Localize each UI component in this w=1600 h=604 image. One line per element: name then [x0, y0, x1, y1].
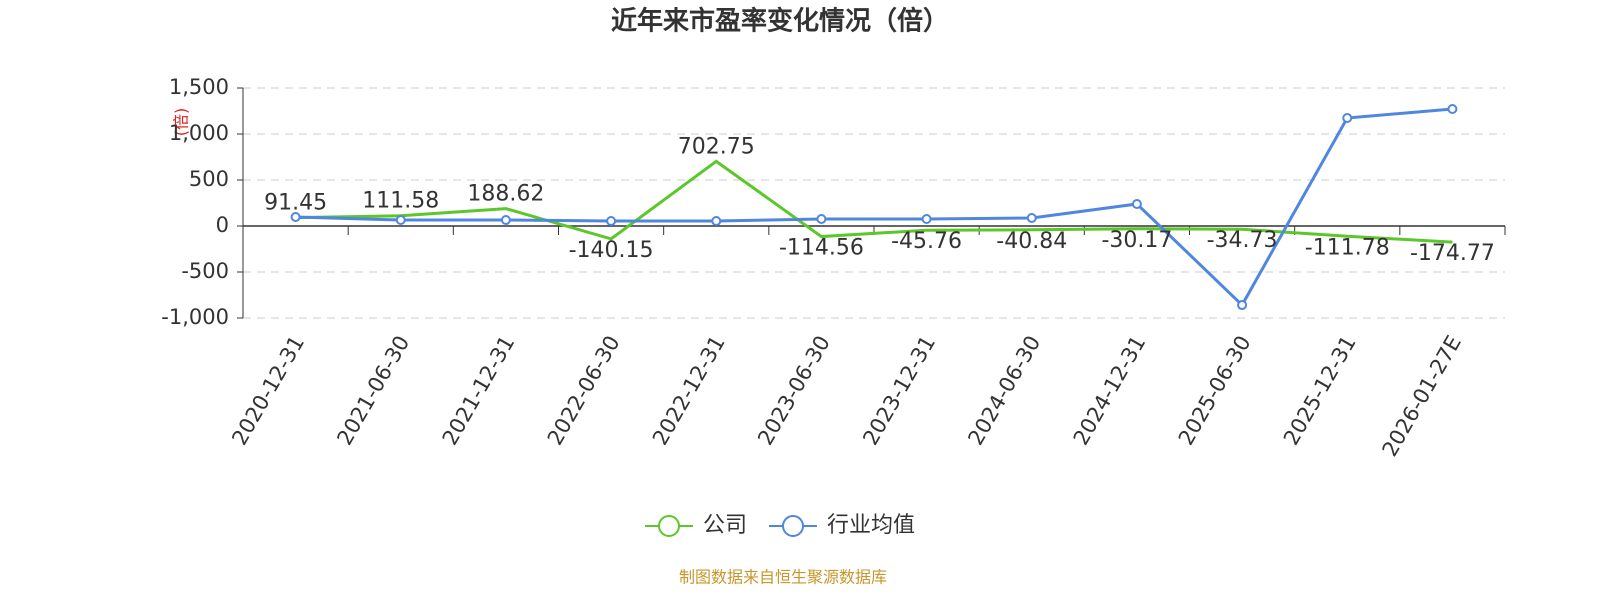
x-tick-label: 2022-12-31 [648, 332, 730, 450]
y-tick-label: 1,000 [169, 121, 229, 145]
point-marker [1131, 199, 1142, 210]
data-label: 111.58 [362, 189, 439, 214]
x-tick-label: 2026-01-27E [1378, 332, 1466, 461]
data-label: 91.45 [264, 191, 327, 216]
point-marker [711, 216, 722, 227]
y-tick-label: 500 [189, 167, 229, 191]
x-tick-label: 2023-12-31 [858, 332, 940, 450]
series-line [295, 107, 1453, 308]
legend-label: 行业均值 [827, 513, 915, 538]
point-marker [1026, 212, 1037, 223]
legend-marker [782, 515, 805, 537]
y-tick-label: 0 [216, 213, 229, 237]
data-label: -174.77 [1410, 241, 1495, 266]
series-line [295, 159, 1453, 244]
data-label: -34.73 [1207, 228, 1278, 253]
x-tick-label: 2024-12-31 [1069, 332, 1151, 450]
data-label: -30.17 [1101, 228, 1172, 253]
point-marker [1237, 300, 1248, 311]
point-marker [816, 214, 827, 225]
point-marker [606, 216, 617, 227]
data-label: -45.76 [891, 229, 962, 254]
data-label: -140.15 [569, 238, 654, 263]
point-marker [1342, 112, 1353, 123]
x-tick-label: 2025-06-30 [1174, 332, 1256, 450]
point-marker [395, 215, 406, 226]
data-label: -40.84 [996, 229, 1067, 254]
point-marker [290, 211, 301, 222]
y-tick-label: -1,000 [161, 305, 229, 329]
x-tick-label: 2021-06-30 [332, 332, 414, 450]
legend-label: 公司 [703, 513, 747, 538]
y-tick-label: -500 [181, 259, 229, 283]
data-label: 702.75 [678, 134, 755, 159]
data-label: -114.56 [779, 236, 864, 261]
x-tick-label: 2022-06-30 [543, 332, 625, 450]
x-tick-label: 2020-12-31 [227, 332, 309, 450]
data-label: 188.62 [467, 182, 544, 207]
y-axis-label: (倍) [172, 108, 191, 137]
y-tick-label: 1,500 [169, 75, 229, 99]
x-tick-label: 2021-12-31 [438, 332, 520, 450]
x-tick-label: 2025-12-31 [1279, 332, 1361, 450]
x-tick-label: 2024-06-30 [963, 332, 1045, 450]
point-marker [1447, 103, 1458, 114]
point-marker [921, 214, 932, 225]
x-tick-label: 2023-06-30 [753, 332, 835, 450]
legend-marker [658, 515, 680, 537]
source-note: 制图数据来自恒生聚源数据库 [679, 568, 887, 587]
chart-title: 近年来市盈率变化情况（倍） [611, 6, 949, 37]
data-label: -111.78 [1305, 235, 1390, 260]
point-marker [500, 215, 511, 226]
